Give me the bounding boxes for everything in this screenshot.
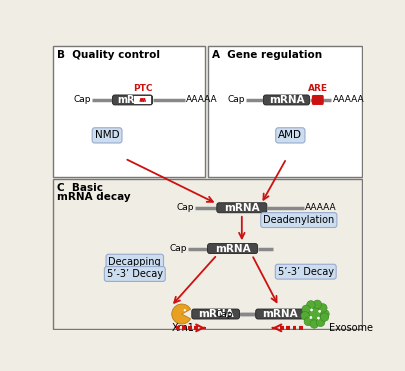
Circle shape [318,310,321,313]
Text: mRNA: mRNA [215,244,250,253]
Text: Deadenylation: Deadenylation [263,215,335,225]
Text: mRNA decay: mRNA decay [57,192,131,202]
Circle shape [320,313,329,321]
Circle shape [310,320,318,328]
Text: C  Basic: C Basic [57,183,103,193]
FancyBboxPatch shape [256,309,303,319]
Text: mRNA: mRNA [198,309,233,319]
Text: Cap: Cap [73,95,91,105]
Text: AAAAA: AAAAA [186,95,218,105]
Text: Cap: Cap [215,309,232,319]
Text: mRNA: mRNA [262,309,297,319]
Text: Cap: Cap [228,95,245,105]
Circle shape [184,309,186,311]
Text: Cap: Cap [176,203,194,212]
Text: AAAAA: AAAAA [333,95,364,105]
FancyBboxPatch shape [263,95,309,105]
Text: mRNA: mRNA [224,203,260,213]
Text: mRNA: mRNA [269,95,304,105]
Text: PTC: PTC [133,83,152,93]
FancyBboxPatch shape [208,46,362,177]
Circle shape [313,300,322,309]
Text: ARE: ARE [308,83,328,93]
Text: Xrn1: Xrn1 [172,323,195,333]
Circle shape [321,310,329,318]
FancyBboxPatch shape [53,179,362,329]
Circle shape [304,303,326,325]
Text: AMD: AMD [278,130,303,140]
Circle shape [301,312,309,320]
Circle shape [310,309,313,311]
Text: B  Quality control: B Quality control [57,50,160,60]
Text: A  Gene regulation: A Gene regulation [212,50,322,60]
Text: 5’-3’ Decay: 5’-3’ Decay [278,267,334,277]
Circle shape [309,316,312,319]
FancyBboxPatch shape [207,244,258,253]
Text: NMD: NMD [95,130,119,140]
Circle shape [304,317,313,326]
Text: 5’-3’ Decay: 5’-3’ Decay [107,269,163,279]
Text: Cap: Cap [169,244,187,253]
FancyBboxPatch shape [192,309,239,319]
Text: Exosome: Exosome [329,323,373,333]
FancyBboxPatch shape [134,96,151,104]
Circle shape [319,303,327,312]
Wedge shape [172,304,191,324]
Circle shape [307,301,315,309]
FancyBboxPatch shape [113,95,153,105]
Text: Decapping: Decapping [109,257,161,267]
FancyBboxPatch shape [53,46,205,177]
Circle shape [302,305,310,313]
FancyBboxPatch shape [217,203,267,213]
FancyBboxPatch shape [312,95,324,105]
Text: mR: mR [117,95,135,105]
Text: AAAAA: AAAAA [305,203,337,212]
Circle shape [316,318,325,326]
Circle shape [317,317,320,319]
